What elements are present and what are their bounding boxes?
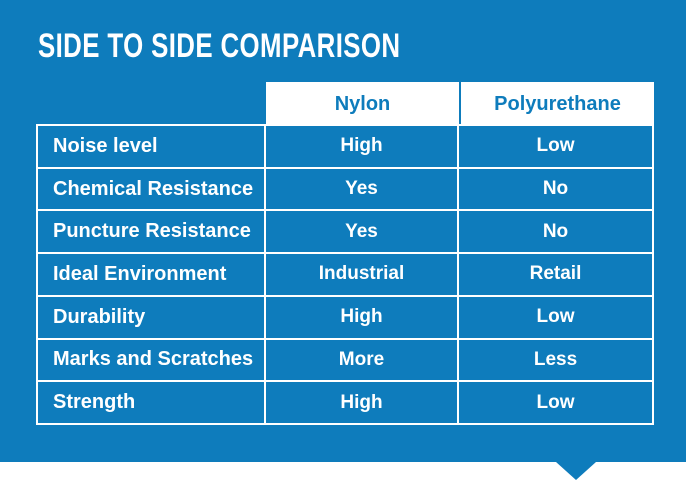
pointer-down-icon: [556, 462, 596, 480]
column-header-nylon: Nylon: [334, 92, 391, 115]
row-label-cell: Durability: [38, 296, 264, 338]
row-label-cell: Ideal Environment: [38, 254, 264, 295]
row-label-cell: Strength: [38, 382, 264, 423]
value-cell-polyurethane: Low: [459, 382, 652, 423]
row-label-cell: Marks and Scratches: [38, 339, 264, 381]
value-cell-polyurethane: Low: [459, 126, 652, 167]
value-cell-polyurethane: Retail: [459, 254, 652, 295]
row-label-cell: Noise level: [38, 126, 264, 167]
value-cell-nylon: Yes: [266, 211, 457, 253]
column-header-polyurethane: Polyurethane: [494, 92, 621, 115]
value-cell-polyurethane: No: [459, 168, 652, 210]
comparison-table-body: Noise level High Low Chemical Resistance…: [36, 124, 654, 425]
value-cell-nylon: Industrial: [266, 254, 457, 295]
value-cell-nylon: High: [266, 126, 457, 167]
page-title: SIDE TO SIDE COMPARISON: [38, 29, 515, 63]
value-cell-nylon: More: [266, 339, 457, 381]
row-label-cell: Puncture Resistance: [38, 211, 264, 253]
value-cell-nylon: Yes: [266, 168, 457, 210]
value-cell-nylon: High: [266, 382, 457, 423]
value-cell-polyurethane: No: [459, 211, 652, 253]
value-cell-nylon: High: [266, 296, 457, 338]
header-divider-line: [459, 82, 461, 126]
value-cell-polyurethane: Low: [459, 296, 652, 338]
value-cell-polyurethane: Less: [459, 339, 652, 381]
page-title-text: SIDE TO SIDE COMPARISON: [38, 27, 401, 65]
table-header-row: Nylon Polyurethane: [266, 82, 654, 126]
row-label-cell: Chemical Resistance: [38, 168, 264, 210]
